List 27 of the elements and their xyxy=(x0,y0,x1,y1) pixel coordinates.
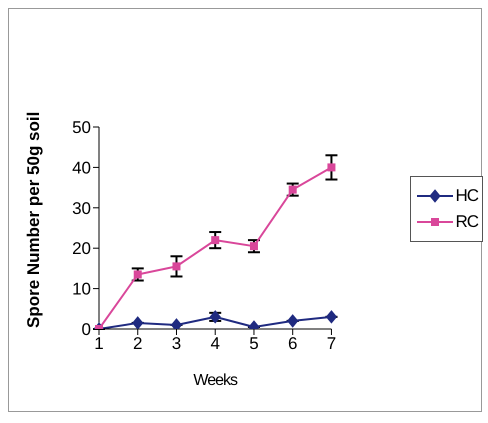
y-tick-label: 10 xyxy=(72,280,91,299)
point xyxy=(326,310,337,324)
x-tick-label: 7 xyxy=(326,334,336,354)
point xyxy=(170,318,182,329)
x-axis-title: Weeks xyxy=(193,372,238,389)
point xyxy=(132,316,144,329)
point xyxy=(327,163,336,172)
point xyxy=(134,270,142,278)
legend-label: HC xyxy=(455,186,478,206)
x-tick-label: 5 xyxy=(249,334,259,354)
y-tick-label: 20 xyxy=(72,239,91,258)
x-tick-label: 1 xyxy=(94,334,104,354)
x-tick-label: 2 xyxy=(133,334,142,354)
point xyxy=(250,242,258,250)
x-tick-label: 4 xyxy=(210,334,220,354)
y-tick-label: 30 xyxy=(72,198,91,218)
point xyxy=(211,236,220,244)
x-tick-label: 3 xyxy=(172,334,182,354)
point xyxy=(287,314,298,328)
y-axis-title: Spore Number per 50g soil xyxy=(24,112,44,328)
y-tick-label: 50 xyxy=(72,118,91,138)
legend-label: RC xyxy=(455,212,478,232)
y-tick-label: 40 xyxy=(72,158,91,178)
x-tick-label: 6 xyxy=(288,334,298,354)
point xyxy=(172,262,180,270)
point xyxy=(288,186,297,194)
y-tick-label: 0 xyxy=(82,320,91,340)
